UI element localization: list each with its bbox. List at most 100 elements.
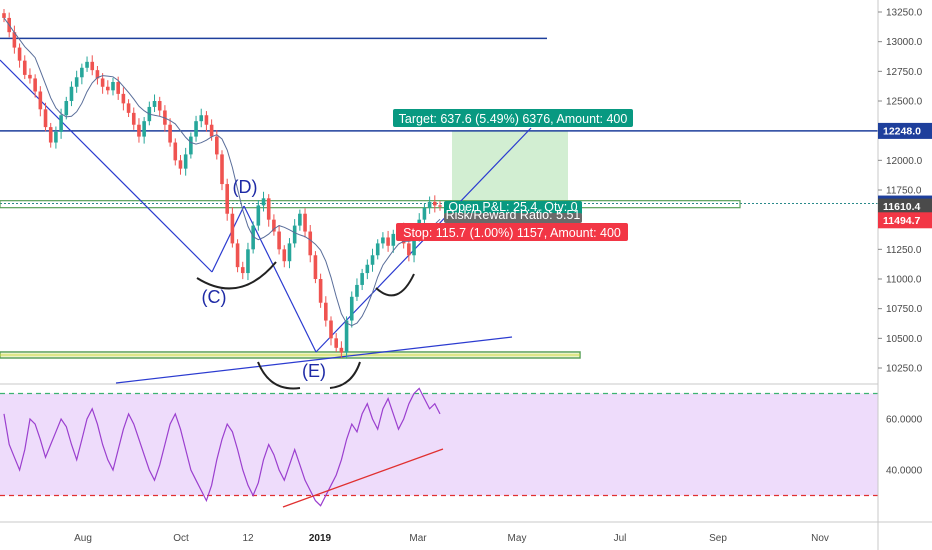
candle-body: [38, 91, 43, 110]
y-tick-label: 12750.0: [886, 67, 923, 78]
candle-body: [240, 267, 245, 274]
candle-body: [121, 93, 126, 104]
candle-body: [90, 61, 95, 71]
candle-body: [344, 320, 349, 353]
trend-line-de: [243, 205, 317, 353]
price-axis[interactable]: 13250.0 13000.0 12750.0 12500.0 12000.0 11750…: [877, 0, 932, 550]
candle-body: [292, 225, 297, 244]
candle-body: [365, 264, 370, 274]
x-tick-label: Mar: [409, 533, 427, 544]
candle-body: [17, 47, 22, 61]
candle-body: [303, 213, 307, 232]
candle-body: [225, 184, 229, 214]
y-tick-label: 11750.0: [886, 186, 922, 197]
candle-body: [381, 237, 385, 244]
candle-body: [12, 32, 17, 48]
moving-average: [3, 17, 441, 327]
candle-body: [2, 13, 6, 18]
rsi-trend-line: [282, 448, 444, 508]
x-tick-label: 12: [242, 533, 254, 544]
profit-zone: [452, 130, 568, 207]
target-label-bg: [393, 109, 633, 127]
y-tick-label: 10500.0: [886, 334, 923, 345]
y-tick-label: 10750.0: [886, 304, 923, 315]
candle-body: [386, 237, 390, 246]
y-tick-label: 12500.0: [886, 97, 923, 108]
price-badge-text: 11494.7: [883, 215, 921, 227]
rsi-band: [0, 392, 878, 497]
candle-body: [157, 101, 162, 111]
zone-rect-upper: [0, 200, 741, 209]
trend-line-cd: [211, 205, 245, 273]
rsi-tick-label: 40.0000: [886, 466, 923, 477]
candle-body: [256, 205, 261, 226]
candle-body: [215, 136, 219, 155]
rsi-line: [3, 387, 444, 508]
candle-body: [391, 233, 396, 246]
candle-body: [209, 124, 214, 137]
candle-body: [251, 225, 255, 250]
candle-body: [64, 101, 69, 116]
target-label: Target: 637.6 (5.49%) 6376, Amount: 400: [399, 112, 628, 126]
rsi-tick-label: 60.0000: [886, 415, 923, 426]
candle-body: [329, 320, 333, 339]
candle-body: [142, 121, 146, 137]
price-badge: [878, 198, 932, 215]
x-tick-label: Sep: [709, 533, 727, 544]
price-badge-text: 11610.4: [883, 201, 921, 213]
candle-body: [375, 243, 380, 256]
risk-reward-label: Risk/Reward Ratio: 5.51: [446, 208, 581, 222]
candle-body: [48, 127, 53, 143]
open-pnl-label-bg: [444, 201, 582, 215]
candle-body: [298, 213, 302, 226]
trend-line-base: [115, 336, 513, 384]
price-badge-text: 12248.0: [883, 125, 921, 137]
candle-body: [266, 198, 271, 220]
y-tick-label: 12000.0: [886, 156, 923, 167]
candle-body: [204, 115, 209, 125]
candle-body: [100, 78, 105, 87]
arc-e-left: [257, 361, 301, 390]
time-axis[interactable]: Aug Oct 12 2019 Mar May Jul Sep Nov: [74, 533, 829, 544]
candle-body: [438, 205, 442, 207]
candle-body: [194, 121, 198, 137]
y-tick-label: 11000.0: [886, 275, 922, 286]
candle-body: [230, 213, 235, 244]
stop-label-bg: [396, 223, 628, 241]
candle-body: [318, 279, 323, 303]
candle-body: [370, 255, 375, 265]
arc-e-right: [329, 361, 361, 389]
candle-body: [116, 82, 120, 94]
x-tick-label: Aug: [74, 533, 92, 544]
candle-body: [272, 219, 276, 232]
candle-body: [313, 255, 318, 279]
candle-body: [59, 115, 63, 132]
candle-body: [355, 284, 359, 297]
y-tick-label: 13250.0: [886, 8, 923, 19]
y-tick-label: 13000.0: [886, 37, 923, 48]
x-tick-label: Nov: [811, 533, 829, 544]
candle-body: [178, 160, 183, 169]
y-tick-label: 11250.0: [886, 245, 922, 256]
candle-body: [189, 136, 193, 155]
x-tick-label: May: [508, 533, 527, 544]
candle-body: [277, 231, 281, 250]
x-tick-label: Jul: [614, 533, 627, 544]
price-badge: [878, 212, 932, 229]
candle-body: [287, 243, 292, 262]
drawings: [0, 37, 878, 390]
candle-body: [131, 112, 136, 125]
candle-body: [433, 201, 437, 206]
candle-body: [199, 115, 204, 122]
pattern-label-c: (C): [202, 287, 227, 307]
stop-label: Stop: 115.7 (1.00%) 1157, Amount: 400: [403, 226, 621, 240]
candle-body: [422, 207, 427, 220]
candle-body: [137, 124, 141, 137]
rsi-zone: [0, 393, 878, 496]
candle-body: [28, 74, 32, 79]
candle-body: [106, 86, 110, 91]
candle-body: [22, 60, 27, 75]
candle-body: [95, 70, 100, 79]
candle-body: [246, 249, 250, 274]
